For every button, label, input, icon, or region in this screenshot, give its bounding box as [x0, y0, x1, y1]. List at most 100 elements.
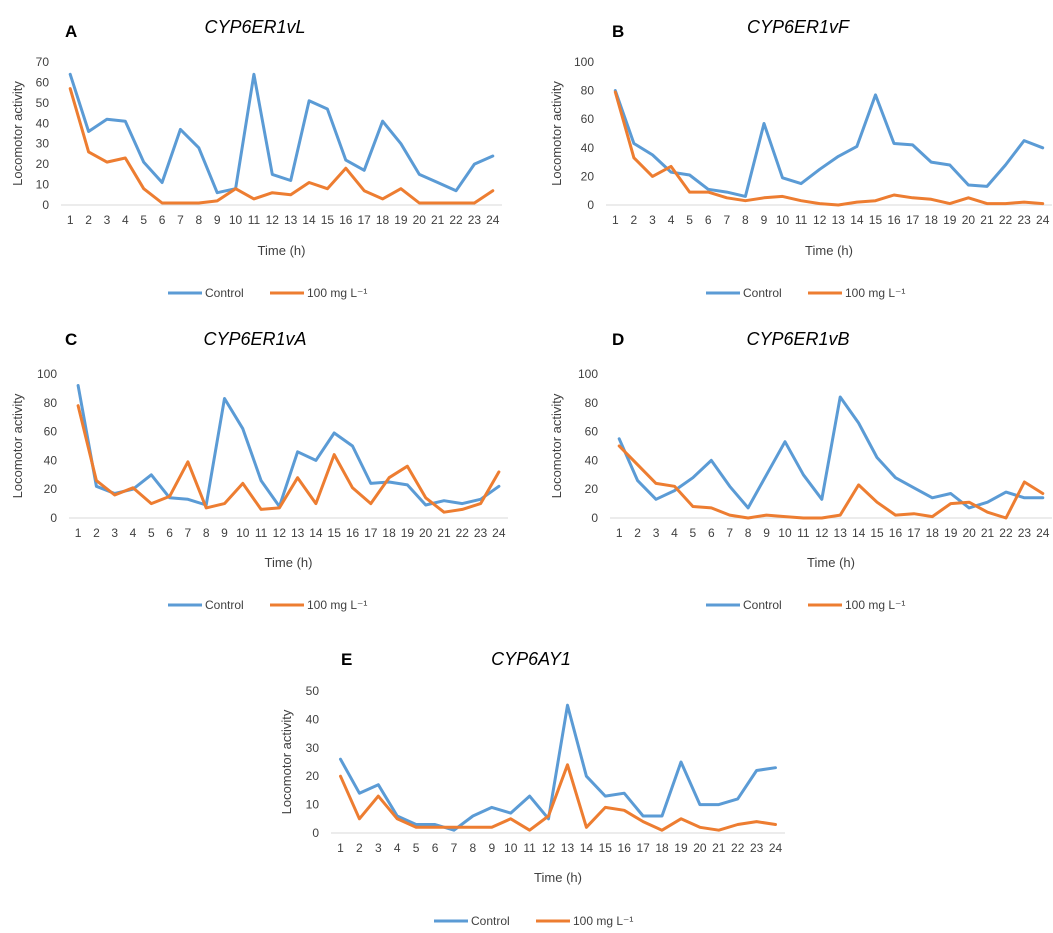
x-tick-label: 10: [236, 526, 250, 540]
x-tick-label: 8: [195, 213, 202, 227]
x-tick-label: 12: [266, 213, 280, 227]
x-tick-label: 4: [668, 213, 675, 227]
y-tick-label: 50: [306, 684, 320, 698]
chart-title: CYP6ER1vA: [203, 329, 306, 349]
x-axis-label: Time (h): [265, 555, 313, 570]
legend-entry: 100 mg L⁻¹: [845, 598, 905, 612]
series-line-treatment: [339, 763, 777, 832]
x-tick-label: 12: [273, 526, 287, 540]
y-tick-label: 0: [587, 198, 594, 212]
legend-entry: 100 mg L⁻¹: [307, 598, 367, 612]
x-tick-label: 11: [797, 526, 810, 540]
x-tick-label: 20: [419, 526, 433, 540]
x-tick-label: 9: [488, 841, 495, 855]
x-tick-label: 15: [869, 213, 883, 227]
x-tick-label: 6: [708, 526, 715, 540]
x-tick-label: 3: [375, 841, 382, 855]
x-tick-label: 14: [852, 526, 866, 540]
x-tick-label: 1: [67, 213, 74, 227]
x-tick-label: 3: [104, 213, 111, 227]
y-tick-label: 0: [591, 511, 598, 525]
x-tick-label: 3: [111, 526, 118, 540]
series-line-treatment: [68, 87, 495, 205]
x-tick-label: 21: [980, 213, 994, 227]
x-tick-label: 17: [364, 526, 378, 540]
x-tick-label: 13: [291, 526, 305, 540]
x-tick-label: 11: [255, 526, 268, 540]
x-tick-label: 3: [653, 526, 660, 540]
x-tick-label: 13: [834, 526, 848, 540]
x-tick-label: 5: [140, 213, 147, 227]
x-tick-label: 5: [148, 526, 155, 540]
y-tick-label: 20: [585, 482, 599, 496]
x-tick-label: 22: [456, 526, 470, 540]
x-tick-label: 23: [1018, 526, 1032, 540]
x-tick-label: 14: [302, 213, 316, 227]
x-tick-label: 4: [122, 213, 129, 227]
legend-entry: Control: [205, 598, 244, 612]
x-tick-label: 18: [925, 213, 939, 227]
y-tick-label: 20: [581, 169, 595, 183]
x-tick-label: 17: [906, 213, 920, 227]
x-tick-label: 16: [339, 213, 353, 227]
chart-title: CYP6AY1: [491, 649, 571, 669]
legend: Control 100 mg L⁻¹: [434, 914, 633, 928]
y-tick-label: 0: [42, 198, 49, 212]
y-tick-label: 10: [36, 178, 50, 192]
y-tick-label: 80: [581, 84, 595, 98]
x-tick-label: 12: [813, 213, 827, 227]
series-line-treatment: [76, 404, 501, 514]
panel-label: A: [65, 22, 77, 41]
y-tick-label: 0: [312, 826, 319, 840]
x-tick-label: 6: [432, 841, 439, 855]
y-tick-label: 40: [44, 453, 58, 467]
x-tick-label: 24: [492, 526, 506, 540]
x-tick-label: 16: [887, 213, 901, 227]
x-tick-label: 2: [631, 213, 638, 227]
x-tick-label: 5: [690, 526, 697, 540]
x-tick-label: 23: [468, 213, 482, 227]
panel-label: B: [612, 22, 624, 41]
x-tick-label: 7: [177, 213, 184, 227]
series-line-control: [613, 89, 1045, 198]
series-line-control: [68, 72, 495, 195]
x-tick-label: 1: [616, 526, 623, 540]
x-tick-label: 1: [337, 841, 344, 855]
x-tick-label: 16: [618, 841, 632, 855]
x-tick-label: 22: [999, 213, 1013, 227]
x-tick-label: 8: [470, 841, 477, 855]
legend-entry: Control: [743, 286, 782, 300]
y-tick-label: 40: [306, 712, 320, 726]
x-tick-label: 19: [394, 213, 408, 227]
x-tick-label: 16: [346, 526, 360, 540]
y-tick-label: 80: [585, 396, 599, 410]
y-tick-label: 60: [44, 425, 58, 439]
x-tick-label: 10: [776, 213, 790, 227]
y-tick-label: 100: [574, 55, 594, 69]
legend: Control 100 mg L⁻¹: [168, 598, 367, 612]
x-tick-label: 3: [649, 213, 656, 227]
x-tick-label: 2: [356, 841, 363, 855]
x-tick-label: 6: [159, 213, 166, 227]
series-line-control: [339, 703, 777, 832]
panel-label: E: [341, 650, 352, 669]
x-tick-label: 17: [358, 213, 372, 227]
x-tick-label: 13: [284, 213, 298, 227]
y-tick-label: 0: [50, 511, 57, 525]
x-tick-label: 5: [413, 841, 420, 855]
y-tick-label: 20: [306, 769, 320, 783]
x-tick-label: 21: [431, 213, 445, 227]
x-tick-label: 23: [1017, 213, 1031, 227]
x-tick-label: 13: [832, 213, 846, 227]
panel-label: C: [65, 330, 77, 349]
y-tick-label: 100: [37, 367, 57, 381]
legend-entry: 100 mg L⁻¹: [845, 286, 905, 300]
x-tick-label: 15: [870, 526, 884, 540]
chart-title: CYP6ER1vF: [747, 17, 850, 37]
x-tick-label: 22: [449, 213, 463, 227]
x-tick-label: 10: [229, 213, 243, 227]
x-tick-label: 6: [705, 213, 712, 227]
